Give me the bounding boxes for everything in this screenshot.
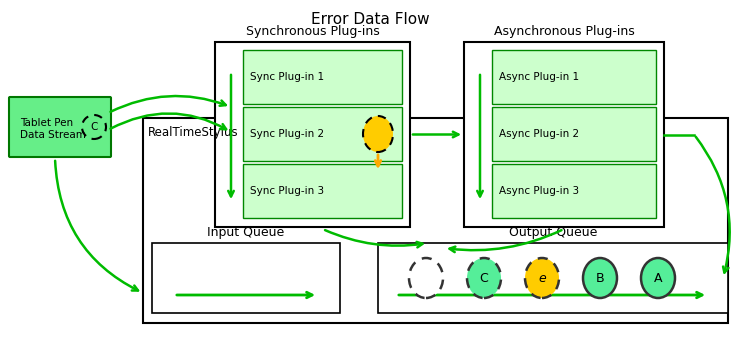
- FancyBboxPatch shape: [9, 97, 111, 157]
- Bar: [492, 107, 656, 161]
- Text: Async Plug-in 3: Async Plug-in 3: [499, 186, 579, 196]
- Bar: [492, 50, 656, 104]
- Ellipse shape: [583, 258, 617, 298]
- Text: Sync Plug-in 2: Sync Plug-in 2: [250, 129, 324, 139]
- Text: Synchronous Plug-ins: Synchronous Plug-ins: [246, 25, 380, 38]
- Text: Error Data Flow: Error Data Flow: [311, 12, 429, 27]
- Text: e: e: [374, 128, 382, 140]
- Text: RealTimeStylus: RealTimeStylus: [148, 126, 238, 139]
- Bar: [243, 164, 402, 218]
- Ellipse shape: [641, 258, 675, 298]
- Bar: [215, 42, 410, 227]
- Ellipse shape: [525, 258, 559, 298]
- Text: Input Queue: Input Queue: [207, 226, 285, 239]
- Text: Sync Plug-in 3: Sync Plug-in 3: [250, 186, 324, 196]
- Text: Output Queue: Output Queue: [509, 226, 597, 239]
- Text: Asynchronous Plug-ins: Asynchronous Plug-ins: [494, 25, 634, 38]
- Text: B: B: [596, 272, 605, 285]
- Text: Async Plug-in 1: Async Plug-in 1: [499, 72, 579, 82]
- Ellipse shape: [467, 258, 501, 298]
- Bar: [492, 164, 656, 218]
- Text: Async Plug-in 2: Async Plug-in 2: [499, 129, 579, 139]
- Text: Tablet Pen
Data Stream: Tablet Pen Data Stream: [20, 118, 86, 140]
- Ellipse shape: [409, 258, 443, 298]
- Bar: [143, 118, 728, 323]
- Bar: [243, 50, 402, 104]
- Bar: [464, 42, 664, 227]
- Bar: [378, 243, 728, 313]
- Bar: [243, 107, 402, 161]
- Text: A: A: [653, 272, 662, 285]
- Text: C: C: [480, 272, 488, 285]
- Text: e: e: [538, 272, 546, 285]
- Circle shape: [82, 115, 106, 139]
- Text: Sync Plug-in 1: Sync Plug-in 1: [250, 72, 324, 82]
- Ellipse shape: [363, 116, 393, 152]
- Text: C: C: [90, 122, 98, 132]
- Bar: [152, 243, 340, 313]
